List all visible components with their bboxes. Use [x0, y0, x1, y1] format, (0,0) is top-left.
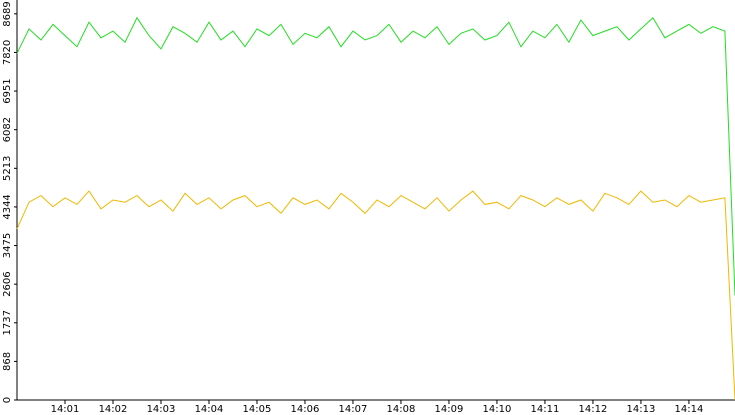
x-tick-label: 14:11	[531, 404, 560, 415]
y-tick-label: 868	[2, 352, 13, 371]
y-tick-label: 6082	[2, 117, 13, 142]
series-line	[16, 190, 735, 401]
x-tick-label: 14:03	[147, 404, 176, 415]
x-tick-label: 14:05	[243, 404, 272, 415]
y-tick-label: 5213	[2, 156, 13, 181]
y-tick-label: 4344	[2, 194, 13, 219]
y-tick-label: 3475	[2, 233, 13, 258]
x-tick-label: 14:12	[579, 404, 608, 415]
y-tick-label: 6951	[2, 78, 13, 103]
y-tick-label: 1737	[2, 310, 13, 335]
x-tick-label: 14:14	[675, 404, 704, 415]
x-tick-label: 14:09	[435, 404, 464, 415]
series-line	[16, 16, 735, 296]
y-tick-label: 2606	[2, 271, 13, 296]
x-tick-label: 14:07	[339, 404, 368, 415]
x-tick-label: 14:10	[483, 404, 512, 415]
x-tick-label: 14:02	[99, 404, 128, 415]
y-tick-label: 8689	[2, 1, 13, 26]
y-tick-label: 0	[2, 397, 13, 403]
x-tick-label: 14:04	[195, 404, 224, 415]
x-tick-label: 14:06	[291, 404, 320, 415]
x-tick-label: 14:01	[51, 404, 80, 415]
y-tick-label: 7820	[2, 40, 13, 65]
x-tick-label: 14:08	[387, 404, 416, 415]
x-tick-label: 14:13	[627, 404, 656, 415]
